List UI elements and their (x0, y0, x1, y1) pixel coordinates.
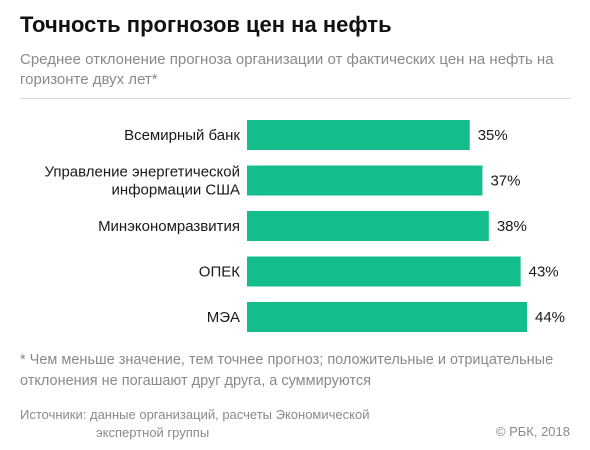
sources-line-1: Источники: данные организаций, расчеты Э… (20, 407, 370, 422)
bar-1 (247, 120, 470, 150)
category-label-1: Всемирный банк (124, 127, 240, 144)
value-label-4: 43% (529, 264, 559, 281)
value-label-3: 38% (497, 218, 527, 235)
category-label-3: Минэкономразвития (98, 218, 240, 235)
sources-note: Источники: данные организаций, расчеты Э… (20, 406, 440, 442)
value-label-1: 35% (478, 127, 508, 144)
chart-subtitle: Среднее отклонение прогноза организации … (20, 51, 554, 88)
category-label-5: МЭА (207, 309, 240, 326)
category-label-4: ОПЕК (199, 264, 240, 281)
bar-4 (247, 256, 521, 287)
sources-line-2: экспертной группы (96, 425, 210, 440)
value-label-2: 37% (490, 173, 520, 190)
header-divider (20, 98, 570, 99)
footnote: * Чем меньше значение, тем точнее прогно… (20, 352, 554, 389)
bar-chart: 35% Всемирный банк 37% Управление энергетич… (44, 120, 565, 332)
value-label-5: 44% (535, 309, 565, 326)
copyright: © РБК, 2018 (495, 424, 570, 439)
bar-5 (247, 302, 527, 332)
chart-title: Точность прогнозов цен на нефть (20, 12, 392, 37)
bar-2 (247, 165, 483, 196)
bar-3 (247, 211, 489, 241)
category-label-2: Управление энергетической информации США (44, 164, 240, 199)
